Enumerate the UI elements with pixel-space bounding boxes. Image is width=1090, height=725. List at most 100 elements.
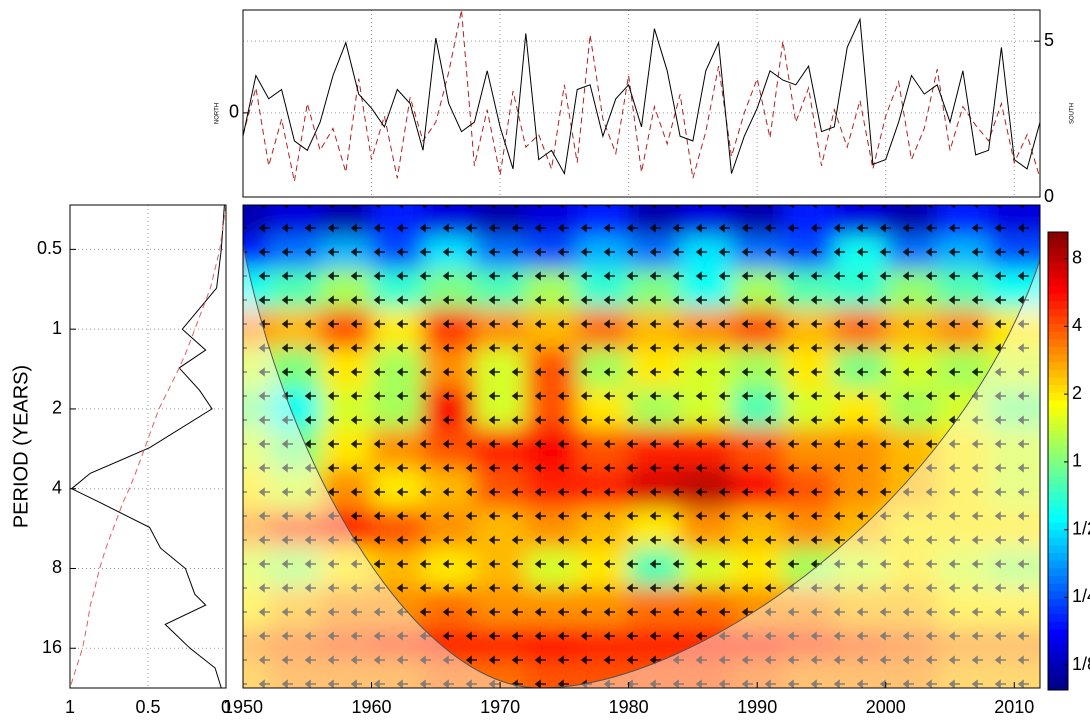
colorbar-step: [1048, 232, 1068, 241]
colorbar-step: [1048, 628, 1068, 638]
colorbar-step: [1048, 613, 1068, 622]
colorbar-step: [1048, 544, 1068, 554]
colorbar-step: [1048, 461, 1068, 470]
colorbar-step: [1048, 308, 1068, 317]
y-tick-label: 0.5: [37, 238, 62, 258]
phase-arrows: [243, 205, 1040, 688]
colorbar-step: [1048, 575, 1068, 584]
colorbar-step: [1048, 506, 1068, 515]
colorbar-tick-label: 1/8: [1072, 654, 1090, 674]
series-line: [243, 10, 1040, 182]
colorbar-step: [1048, 651, 1068, 660]
colorbar-step: [1048, 338, 1068, 347]
colorbar-step: [1048, 254, 1068, 264]
x-tick-label: 1990: [737, 697, 777, 717]
colorbar-step: [1048, 377, 1068, 386]
colorbar-step: [1048, 285, 1068, 294]
x-tick-label: 1: [65, 697, 75, 717]
colorbar-tick-label: 1/4: [1072, 586, 1090, 606]
colorbar-step: [1048, 590, 1068, 599]
y2-tick-label: 0: [1044, 186, 1054, 206]
x-tick-label: 2010: [994, 697, 1034, 717]
colorbar-step: [1048, 361, 1068, 370]
colorbar-step: [1048, 422, 1068, 431]
y-tick-label: 1: [52, 318, 62, 338]
colorbar-step: [1048, 468, 1068, 477]
colorbar-step: [1048, 659, 1068, 668]
cone-of-influence: [243, 244, 1040, 688]
colorbar-step: [1048, 529, 1068, 538]
x-tick-label: 2000: [866, 697, 906, 717]
colorbar-step: [1048, 293, 1068, 302]
x-tick-label: 1970: [480, 697, 520, 717]
colorbar-tick-label: 1/2: [1072, 518, 1090, 538]
y-tick-label: 8: [52, 557, 62, 577]
colorbar-step: [1048, 331, 1068, 340]
colorbar-step: [1048, 247, 1068, 256]
colorbar-step: [1048, 567, 1068, 576]
series-line: [70, 205, 226, 688]
colorbar-step: [1048, 476, 1068, 485]
colorbar-step: [1048, 415, 1068, 424]
colorbar-step: [1048, 315, 1068, 325]
y2-tick-label: 5: [1044, 30, 1054, 50]
colorbar-step: [1048, 522, 1068, 531]
colorbar-step: [1048, 270, 1068, 279]
y-axis-label: NORTH: [215, 103, 221, 124]
colorbar-step: [1048, 674, 1068, 683]
colorbar-step: [1048, 438, 1068, 447]
colorbar-tick-label: 2: [1072, 383, 1082, 403]
colorbar-step: [1048, 682, 1068, 691]
y2-axis-label: SOUTH: [1070, 103, 1076, 124]
colorbar-step: [1048, 453, 1068, 462]
heatmap-area: [243, 205, 1040, 688]
colorbar-step: [1048, 445, 1068, 454]
colorbar-step: [1048, 598, 1068, 607]
y-tick-label: 0: [229, 102, 239, 122]
colorbar-step: [1048, 552, 1068, 561]
colorbar-step: [1048, 346, 1068, 355]
series-line: [70, 205, 225, 688]
plot-frame: [69, 204, 227, 689]
colorbar-step: [1048, 644, 1068, 653]
y-axis-label: PERIOD (YEARS): [10, 365, 32, 528]
colorbar-step: [1048, 621, 1068, 630]
y-tick-label: 16: [42, 637, 62, 657]
colorbar-step: [1048, 560, 1068, 569]
colorbar-step: [1048, 583, 1068, 592]
colorbar-step: [1048, 499, 1068, 508]
colorbar-step: [1048, 392, 1068, 401]
colorbar-tick-label: 4: [1072, 315, 1082, 335]
colorbar-step: [1048, 300, 1068, 309]
colorbar-step: [1048, 384, 1068, 393]
x-tick-label: 1980: [609, 697, 649, 717]
x-tick-label: 0.5: [135, 697, 160, 717]
colorbar-step: [1048, 239, 1068, 248]
colorbar-step: [1048, 369, 1068, 378]
colorbar-step: [1048, 399, 1068, 409]
colorbar-step: [1048, 514, 1068, 523]
colorbar-tick-label: 1: [1072, 451, 1082, 471]
colorbar-step: [1048, 354, 1068, 363]
colorbar-tick-label: 8: [1072, 247, 1082, 267]
colorbar-step: [1048, 606, 1068, 615]
colorbar-step: [1048, 430, 1068, 439]
x-tick-label: 0: [221, 697, 231, 717]
x-tick-label: 1960: [352, 697, 392, 717]
y-tick-label: 4: [52, 477, 62, 497]
plot-area: [243, 10, 1040, 182]
plot-frame: [242, 204, 1041, 689]
colorbar-step: [1048, 407, 1068, 416]
colorbar-step: [1048, 537, 1068, 546]
colorbar-step: [1048, 636, 1068, 645]
colorbar-frame: [1047, 231, 1069, 691]
x-tick-label: 1950: [223, 697, 263, 717]
colorbar-step: [1048, 323, 1068, 332]
colorbar-step: [1048, 262, 1068, 271]
colorbar-step: [1048, 483, 1068, 493]
colorbar-step: [1048, 491, 1068, 500]
series-line: [243, 17, 1040, 176]
y-tick-label: 2: [52, 398, 62, 418]
